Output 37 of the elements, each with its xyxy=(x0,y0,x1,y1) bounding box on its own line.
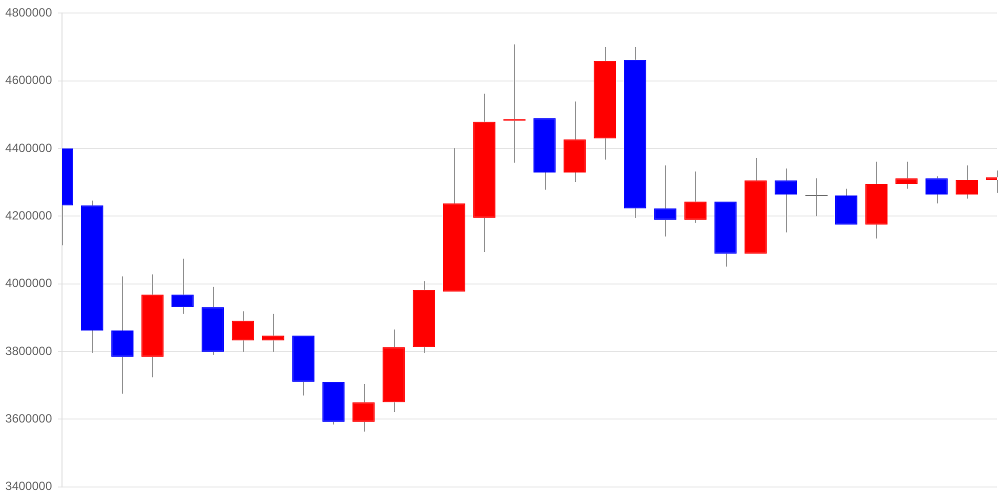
candlestick xyxy=(926,176,948,204)
candlestick xyxy=(292,336,314,396)
candlestick xyxy=(141,274,164,378)
candlestick xyxy=(442,148,466,292)
candlestick xyxy=(202,286,224,356)
y-tick-label: 4400000 xyxy=(5,140,52,155)
candlestick xyxy=(804,178,828,217)
candlestick xyxy=(714,202,737,268)
candlestick xyxy=(956,164,978,200)
candlestick xyxy=(744,157,767,254)
candlestick xyxy=(533,118,556,190)
candlestick xyxy=(895,161,918,190)
candlestick xyxy=(111,276,134,394)
candlestick xyxy=(865,161,888,239)
candlestick xyxy=(624,46,646,218)
y-tick-label: 4600000 xyxy=(5,73,52,88)
candlestick xyxy=(171,258,194,314)
candlestick xyxy=(322,382,345,426)
candlestick xyxy=(684,171,707,224)
candlestick xyxy=(594,46,616,160)
y-tick-label: 4800000 xyxy=(5,6,52,20)
y-tick-label: 3800000 xyxy=(5,344,52,358)
candlestick xyxy=(473,93,496,253)
candlestick xyxy=(564,100,586,183)
y-tick-label: 4200000 xyxy=(5,208,52,222)
y-tick-label: 3400000 xyxy=(5,479,52,494)
y-tick-label: 3600000 xyxy=(5,411,52,426)
candlestick xyxy=(835,188,858,225)
candlestick xyxy=(412,280,436,354)
candlestick xyxy=(774,168,798,233)
candlestick xyxy=(352,383,375,432)
candlestick xyxy=(262,313,284,352)
candlestick xyxy=(232,310,254,352)
candlestick xyxy=(382,328,405,413)
y-tick-label: 4000000 xyxy=(5,276,52,290)
candlestick xyxy=(81,200,104,354)
candlestick xyxy=(654,164,676,237)
